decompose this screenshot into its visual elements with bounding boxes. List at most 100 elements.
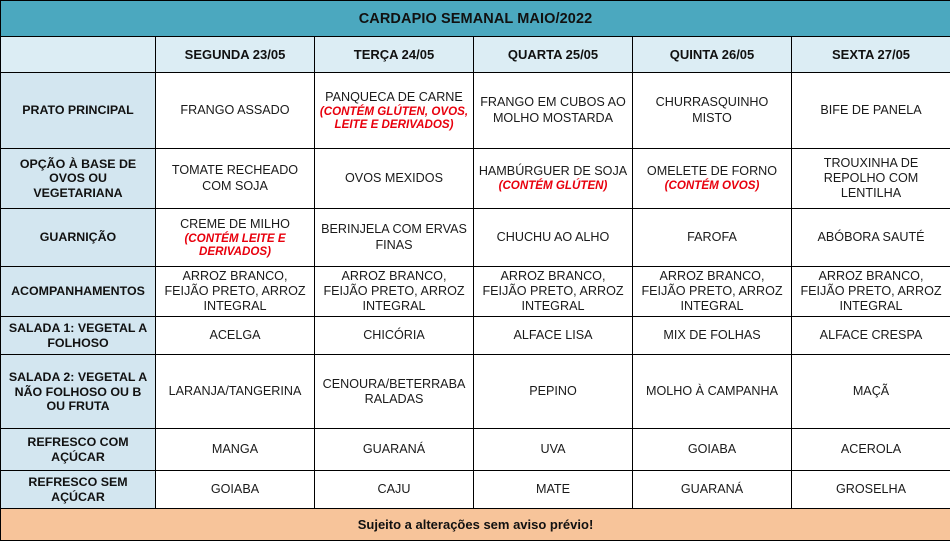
menu-item: CENOURA/BETERRABA RALADAS — [315, 355, 474, 429]
title-row: CARDAPIO SEMANAL MAIO/2022 — [1, 1, 950, 37]
menu-item: ACELGA — [156, 317, 315, 355]
menu-item: GUARANÁ — [633, 471, 792, 509]
menu-item-text: LARANJA/TANGERINA — [169, 384, 302, 398]
menu-item: FRANGO ASSADO — [156, 73, 315, 149]
menu-item: GUARANÁ — [315, 429, 474, 471]
menu-item-text: OVOS MEXIDOS — [345, 171, 443, 185]
menu-item-text: CHICÓRIA — [363, 328, 425, 342]
row-label-acompanhamentos: ACOMPANHAMENTOS — [1, 267, 156, 317]
menu-item: OMELETE DE FORNO(CONTÉM OVOS) — [633, 149, 792, 209]
menu-item: MATE — [474, 471, 633, 509]
menu-item-text: TOMATE RECHEADO COM SOJA — [172, 163, 298, 192]
menu-item: ABÓBORA SAUTÉ — [792, 209, 950, 267]
footer-row: Sujeito a alterações sem aviso prévio! — [1, 509, 950, 541]
menu-item: MANGA — [156, 429, 315, 471]
menu-item-text: FRANGO ASSADO — [180, 103, 289, 117]
menu-item: GROSELHA — [792, 471, 950, 509]
allergen-note: (CONTÉM GLÚTEN) — [477, 179, 629, 192]
day-header-quinta: QUINTA 26/05 — [633, 37, 792, 73]
disclaimer-note: Sujeito a alterações sem aviso prévio! — [1, 509, 950, 541]
menu-item: PEPINO — [474, 355, 633, 429]
menu-item: ACEROLA — [792, 429, 950, 471]
menu-item-text: HAMBÚRGUER DE SOJA — [479, 164, 627, 178]
menu-item: MIX DE FOLHAS — [633, 317, 792, 355]
menu-item: BERINJELA COM ERVAS FINAS — [315, 209, 474, 267]
menu-item: TOMATE RECHEADO COM SOJA — [156, 149, 315, 209]
row-label-opcao-ovos-vegetariana: OPÇÃO À BASE DE OVOS OU VEGETARIANA — [1, 149, 156, 209]
menu-item: TROUXINHA DE REPOLHO COM LENTILHA — [792, 149, 950, 209]
menu-item: ARROZ BRANCO, FEIJÃO PRETO, ARROZ INTEGR… — [792, 267, 950, 317]
menu-item-text: CAJU — [378, 482, 411, 496]
menu-item-text: ARROZ BRANCO, FEIJÃO PRETO, ARROZ INTEGR… — [482, 269, 623, 313]
day-header-segunda: SEGUNDA 23/05 — [156, 37, 315, 73]
menu-item-text: ALFACE LISA — [513, 328, 592, 342]
menu-item-text: MANGA — [212, 442, 258, 456]
corner-cell — [1, 37, 156, 73]
row-label-prato-principal: PRATO PRINCIPAL — [1, 73, 156, 149]
menu-item: LARANJA/TANGERINA — [156, 355, 315, 429]
menu-item-text: MATE — [536, 482, 570, 496]
menu-item-text: FRANGO EM CUBOS AO MOLHO MOSTARDA — [480, 95, 626, 124]
menu-item-text: MAÇÃ — [853, 384, 889, 398]
menu-item: GOIABA — [633, 429, 792, 471]
menu-item: MOLHO À CAMPANHA — [633, 355, 792, 429]
menu-item: MAÇÃ — [792, 355, 950, 429]
menu-item-text: BERINJELA COM ERVAS FINAS — [321, 222, 467, 251]
row-label-guarnicao: GUARNIÇÃO — [1, 209, 156, 267]
menu-item-text: ARROZ BRANCO, FEIJÃO PRETO, ARROZ INTEGR… — [323, 269, 464, 313]
day-header-quarta: QUARTA 25/05 — [474, 37, 633, 73]
allergen-note: (CONTÉM LEITE E DERIVADOS) — [159, 232, 311, 259]
menu-item: ARROZ BRANCO, FEIJÃO PRETO, ARROZ INTEGR… — [156, 267, 315, 317]
row-label-salada-1: SALADA 1: VEGETAL A FOLHOSO — [1, 317, 156, 355]
menu-item-text: TROUXINHA DE REPOLHO COM LENTILHA — [824, 156, 918, 200]
table-row: SALADA 1: VEGETAL A FOLHOSO ACELGA CHICÓ… — [1, 317, 950, 355]
menu-item: UVA — [474, 429, 633, 471]
menu-item-text: GUARANÁ — [363, 442, 425, 456]
menu-item-text: ARROZ BRANCO, FEIJÃO PRETO, ARROZ INTEGR… — [641, 269, 782, 313]
day-header-row: SEGUNDA 23/05 TERÇA 24/05 QUARTA 25/05 Q… — [1, 37, 950, 73]
menu-item: CHURRASQUINHO MISTO — [633, 73, 792, 149]
menu-item: HAMBÚRGUER DE SOJA(CONTÉM GLÚTEN) — [474, 149, 633, 209]
allergen-note: (CONTÉM OVOS) — [636, 179, 788, 192]
menu-item-text: PANQUECA DE CARNE — [325, 90, 463, 104]
table-row: ACOMPANHAMENTOS ARROZ BRANCO, FEIJÃO PRE… — [1, 267, 950, 317]
row-label-salada-2: SALADA 2: VEGETAL A NÃO FOLHOSO OU B OU … — [1, 355, 156, 429]
menu-item: ARROZ BRANCO, FEIJÃO PRETO, ARROZ INTEGR… — [474, 267, 633, 317]
table-row: REFRESCO SEM AÇÚCAR GOIABA CAJU MATE GUA… — [1, 471, 950, 509]
menu-item: ALFACE CRESPA — [792, 317, 950, 355]
menu-item: CHUCHU AO ALHO — [474, 209, 633, 267]
menu-item: PANQUECA DE CARNE(CONTÉM GLÚTEN, OVOS, L… — [315, 73, 474, 149]
menu-item: FRANGO EM CUBOS AO MOLHO MOSTARDA — [474, 73, 633, 149]
row-label-refresco-com-acucar: REFRESCO COM AÇÚCAR — [1, 429, 156, 471]
menu-item: ALFACE LISA — [474, 317, 633, 355]
menu-item-text: UVA — [541, 442, 566, 456]
menu-item: CREME DE MILHO(CONTÉM LEITE E DERIVADOS) — [156, 209, 315, 267]
menu-item-text: CHUCHU AO ALHO — [497, 230, 610, 244]
menu-item-text: ABÓBORA SAUTÉ — [817, 230, 924, 244]
table-row: PRATO PRINCIPAL FRANGO ASSADO PANQUECA D… — [1, 73, 950, 149]
table-row: GUARNIÇÃO CREME DE MILHO(CONTÉM LEITE E … — [1, 209, 950, 267]
table-row: OPÇÃO À BASE DE OVOS OU VEGETARIANA TOMA… — [1, 149, 950, 209]
menu-title: CARDAPIO SEMANAL MAIO/2022 — [1, 1, 950, 37]
menu-item-text: GUARANÁ — [681, 482, 743, 496]
menu-item-text: CENOURA/BETERRABA RALADAS — [323, 377, 466, 406]
menu-item-text: ACELGA — [209, 328, 260, 342]
menu-item: OVOS MEXIDOS — [315, 149, 474, 209]
row-label-refresco-sem-acucar: REFRESCO SEM AÇÚCAR — [1, 471, 156, 509]
menu-item-text: GOIABA — [688, 442, 736, 456]
menu-item: ARROZ BRANCO, FEIJÃO PRETO, ARROZ INTEGR… — [633, 267, 792, 317]
menu-item: ARROZ BRANCO, FEIJÃO PRETO, ARROZ INTEGR… — [315, 267, 474, 317]
menu-item-text: OMELETE DE FORNO — [647, 164, 777, 178]
menu-item-text: MIX DE FOLHAS — [663, 328, 760, 342]
table-row: REFRESCO COM AÇÚCAR MANGA GUARANÁ UVA GO… — [1, 429, 950, 471]
menu-item-text: ARROZ BRANCO, FEIJÃO PRETO, ARROZ INTEGR… — [164, 269, 305, 313]
allergen-note: (CONTÉM GLÚTEN, OVOS, LEITE E DERIVADOS) — [318, 105, 470, 132]
menu-item-text: BIFE DE PANELA — [820, 103, 921, 117]
menu-item: BIFE DE PANELA — [792, 73, 950, 149]
day-header-terca: TERÇA 24/05 — [315, 37, 474, 73]
menu-item-text: MOLHO À CAMPANHA — [646, 384, 778, 398]
menu-item-text: ARROZ BRANCO, FEIJÃO PRETO, ARROZ INTEGR… — [800, 269, 941, 313]
